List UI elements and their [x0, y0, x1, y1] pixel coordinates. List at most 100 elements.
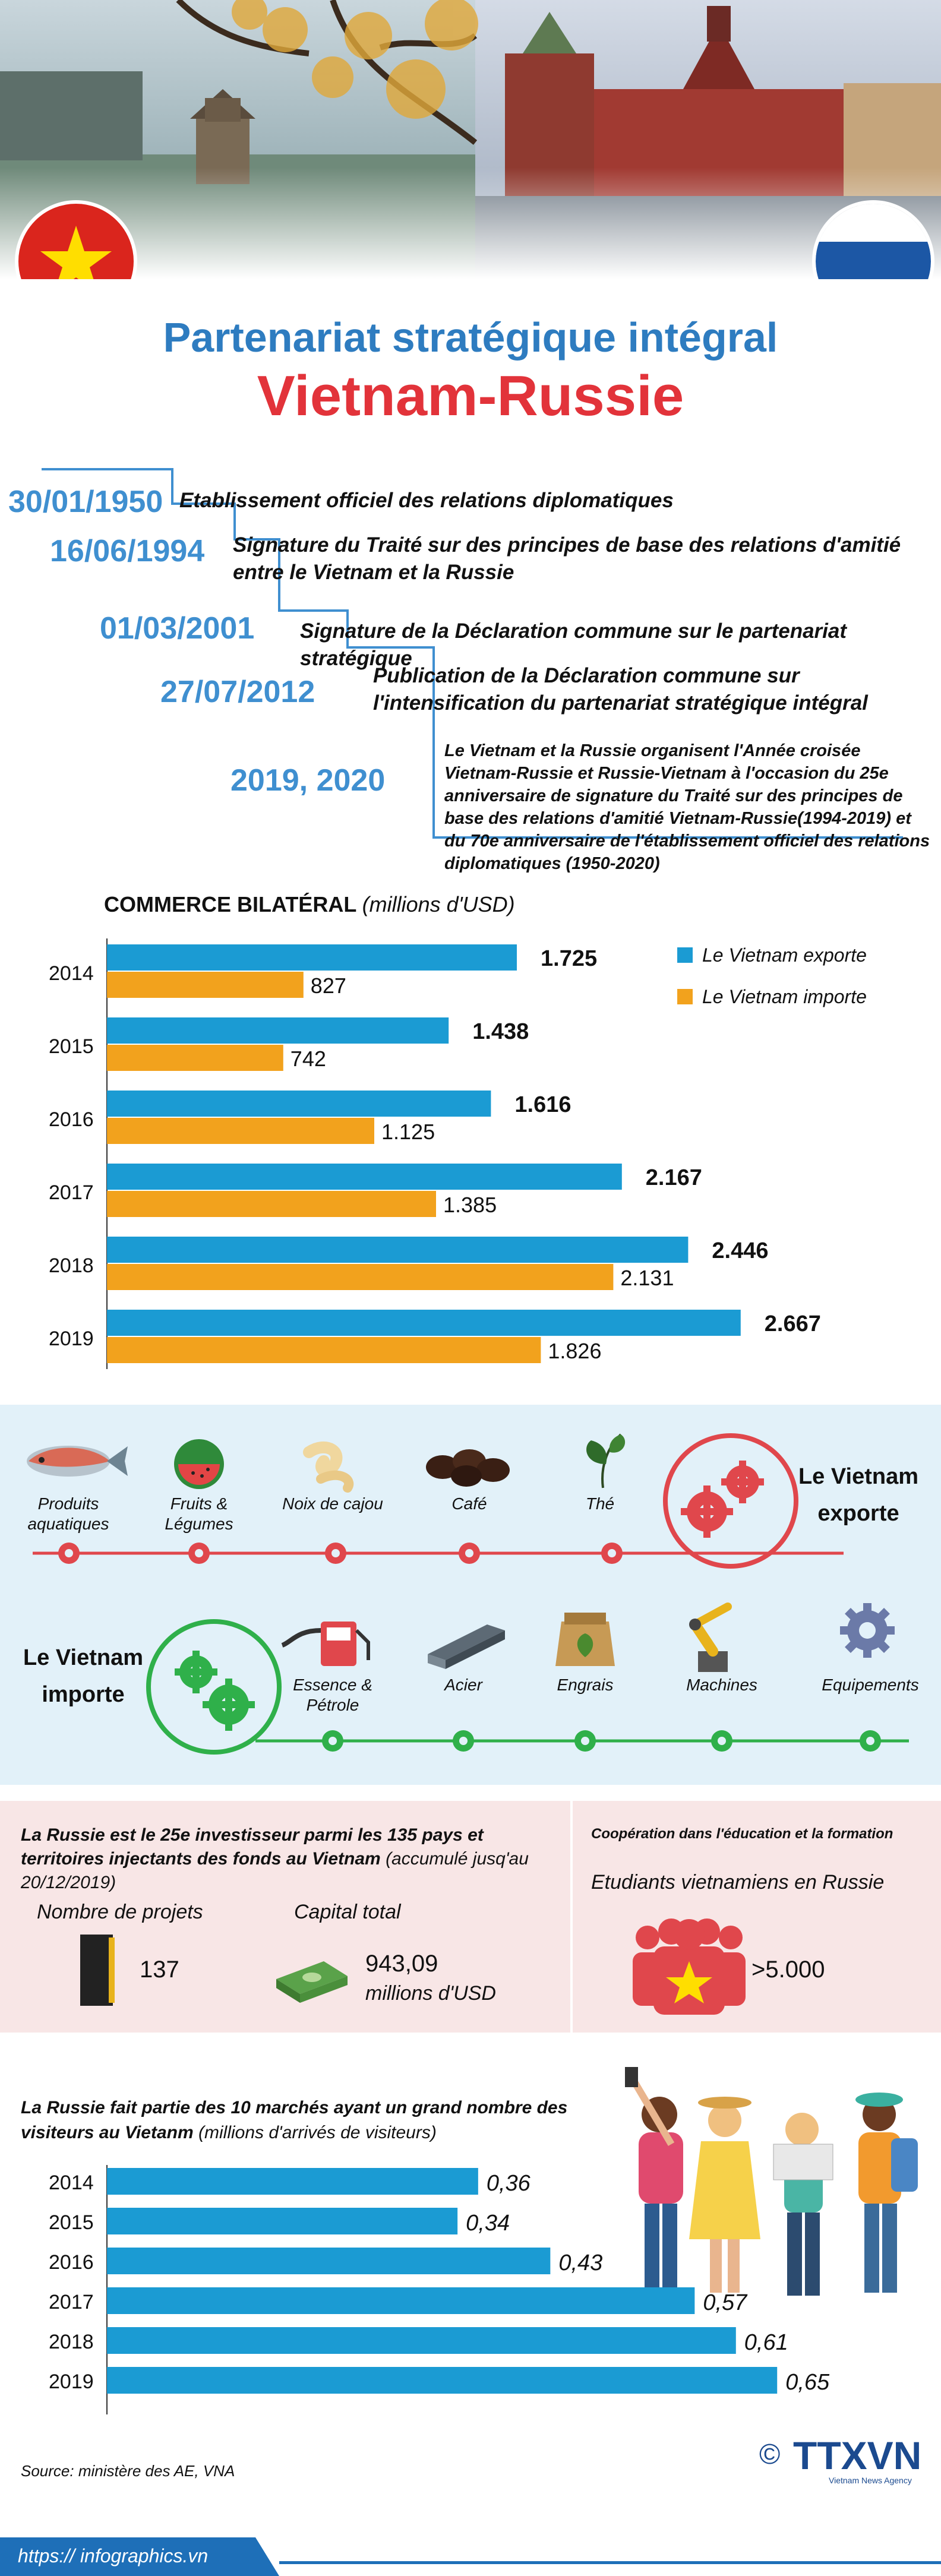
- import-value-label: 742: [290, 1047, 326, 1071]
- year-label: 2017: [49, 1181, 94, 1204]
- export-item-label: Café: [451, 1494, 487, 1513]
- year-label: 2016: [49, 2251, 94, 2274]
- export-value-label: 1.616: [514, 1092, 571, 1117]
- import-item-label: Acier: [444, 1676, 482, 1694]
- small-gear-icon: [453, 1730, 474, 1752]
- capital-unit: millions d'USD: [365, 1982, 496, 2005]
- import-value-label: 1.385: [443, 1193, 497, 1217]
- visitors-chart: 2014 0,36 2015 0,34 2016 0,43 2017 0,57 2018 0,61…: [49, 2165, 830, 2414]
- investment-heading-note: (accumulé jusq'au 20/12/2019): [21, 1849, 529, 1892]
- export-bar: [107, 1164, 622, 1190]
- students-group-icon: [633, 1918, 746, 2015]
- ttxvn-logo: TTXVN Vietnam News Agency: [793, 2433, 921, 2485]
- timeline-date: 01/03/2001: [100, 611, 255, 646]
- visitors-value-label: 0,57: [703, 2290, 748, 2315]
- export-line-gears: [58, 1543, 881, 1752]
- investment-heading: La Russie est le 25e investisseur parmi …: [21, 1823, 544, 1895]
- watermelon-icon: [174, 1439, 224, 1489]
- export-item-label: Fruits & Légumes: [165, 1494, 233, 1533]
- capital-label: Capital total: [294, 1901, 401, 1923]
- import-bar: [107, 1337, 541, 1363]
- legend-export-swatch: [677, 947, 693, 963]
- import-bar: [107, 972, 304, 998]
- export-item-label: Produits aquatiques: [27, 1494, 109, 1533]
- panel-divider: [570, 1801, 573, 2033]
- small-gear-icon: [325, 1543, 346, 1564]
- trade-chart-unit: (millions d'USD): [362, 892, 515, 916]
- page-subtitle: Vietnam-Russie: [257, 364, 684, 428]
- projects-value: 137: [140, 1957, 179, 1983]
- export-item-label: Noix de cajou: [282, 1494, 383, 1513]
- logo-text: TTXVN: [793, 2433, 921, 2477]
- timeline-date: 27/07/2012: [160, 675, 315, 709]
- vietnam-flag-icon: [15, 200, 137, 279]
- small-gear-icon: [574, 1730, 596, 1752]
- export-item-label: Thé: [585, 1494, 615, 1513]
- gear-icon: [840, 1603, 895, 1658]
- visitors-value-label: 0,43: [558, 2251, 602, 2275]
- robot-arm-icon: [689, 1603, 732, 1672]
- visitors-heading-text: La Russie fait partie des 10 marchés aya…: [21, 2098, 568, 2142]
- import-bar: [107, 1191, 436, 1217]
- investment-heading-text: La Russie est le 25e investisseur parmi …: [21, 1825, 484, 1869]
- timeline-text: Etablissement officiel des relations dip…: [179, 489, 674, 512]
- visitors-value-label: 0,61: [744, 2330, 788, 2355]
- timeline-text: Publication de la Déclaration commune su…: [373, 664, 868, 715]
- fish-icon: [27, 1446, 128, 1477]
- import-item-label: Machines: [686, 1676, 757, 1694]
- export-bar: [107, 1091, 491, 1117]
- small-gear-icon: [860, 1730, 881, 1752]
- gear-icon: [175, 1651, 255, 1731]
- money-stack-icon: [276, 1961, 348, 2003]
- visitors-bar: [107, 2367, 778, 2394]
- import-value-label: 2.131: [620, 1266, 674, 1290]
- year-label: 2019: [49, 1327, 94, 1350]
- page-title: Partenariat stratégique intégral: [163, 314, 778, 361]
- site-url-link[interactable]: https:// infographics.vn: [18, 2545, 209, 2566]
- building-icon: [80, 1935, 115, 2006]
- visitors-heading: La Russie fait partie des 10 marchés aya…: [21, 2095, 591, 2145]
- small-gear-icon: [188, 1543, 210, 1564]
- legend-import-label: Le Vietnam importe: [702, 986, 867, 1007]
- small-gear-icon: [601, 1543, 623, 1564]
- fertilizer-bag-icon: [555, 1613, 615, 1666]
- timeline-text: Signature du Traité sur des principes de…: [233, 533, 901, 584]
- tea-leaf-icon: [586, 1433, 626, 1488]
- visitors-bar: [107, 2208, 458, 2234]
- year-label: 2018: [49, 1254, 94, 1277]
- timeline-date: 16/06/1994: [50, 534, 205, 568]
- year-label: 2015: [49, 2211, 94, 2234]
- import-item-label: Equipements: [822, 1676, 919, 1694]
- visitors-value-label: 0,36: [487, 2171, 531, 2196]
- tourists-illustration: [612, 2067, 933, 2300]
- timeline-text: Signature de la Déclaration commune sur …: [300, 619, 847, 670]
- year-label: 2014: [49, 2172, 94, 2194]
- export-bar: [107, 1017, 449, 1044]
- small-gear-icon: [58, 1543, 80, 1564]
- visitors-value-label: 0,65: [785, 2370, 830, 2395]
- import-bar: [107, 1264, 614, 1290]
- exports-label: Le Vietnam exporte: [798, 1464, 919, 1526]
- small-gear-icon: [459, 1543, 480, 1564]
- capital-value: 943,09: [365, 1951, 438, 1977]
- logo-subtext: Vietnam News Agency: [829, 2476, 912, 2485]
- export-value-label: 1.725: [541, 946, 597, 971]
- import-item-label: Engrais: [557, 1676, 614, 1694]
- legend-import-swatch: [677, 989, 693, 1004]
- trade-chart-title: COMMERCE BILATÉRAL (millions d'USD): [104, 892, 515, 917]
- import-value-label: 1.125: [381, 1120, 435, 1144]
- imports-label: Le Vietnam importe: [23, 1645, 144, 1707]
- copyright-symbol: ©: [759, 2439, 781, 2470]
- legend-export-label: Le Vietnam exporte: [702, 944, 867, 966]
- small-gear-icon: [711, 1730, 732, 1752]
- visitors-bar: [107, 2168, 478, 2195]
- import-value-label: 1.826: [548, 1339, 601, 1363]
- timeline-connector: [42, 468, 903, 839]
- import-bar: [107, 1045, 283, 1071]
- students-label: Etudiants vietnamiens en Russie: [591, 1871, 885, 1894]
- cashew-icon: [303, 1441, 354, 1493]
- trade-products-panel: Le Vietnam exporte Produits aquatiques F…: [0, 1405, 941, 1785]
- timeline-text: Le Vietnam et la Russie organisent l'Ann…: [444, 741, 930, 873]
- year-label: 2019: [49, 2370, 94, 2393]
- students-value: >5.000: [751, 1957, 825, 1983]
